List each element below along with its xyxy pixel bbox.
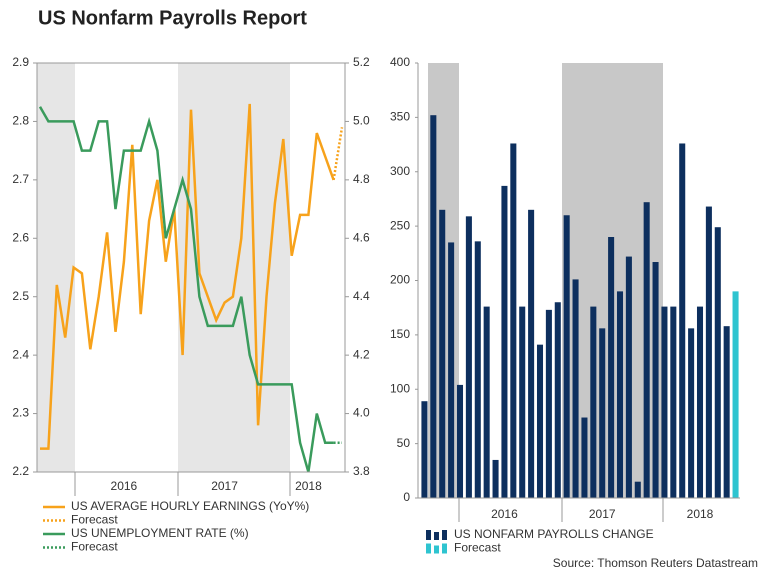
bar: [545, 309, 552, 498]
bar: [554, 302, 561, 498]
y-tick-label: 200: [390, 273, 410, 287]
bar: [661, 306, 668, 498]
y2-tick-label: 4.0: [353, 406, 370, 420]
bar: [456, 384, 464, 498]
bar: [510, 143, 517, 498]
bar: [608, 237, 615, 498]
bar: [670, 306, 677, 498]
y-tick-label: 2.6: [12, 230, 29, 244]
bar: [723, 326, 730, 498]
source-note: Source: Thomson Reuters Datastream: [553, 556, 758, 570]
shaded-period: [178, 63, 290, 472]
bar: [439, 209, 446, 498]
bar: [599, 328, 606, 498]
bar: [448, 242, 455, 498]
y-tick-label: 150: [390, 327, 410, 341]
bar: [625, 256, 632, 498]
x-tick-label: 2016: [111, 479, 138, 493]
y-tick-label: 350: [390, 110, 410, 124]
y-tick-label: 2.8: [12, 114, 29, 128]
legend-label: US UNEMPLOYMENT RATE (%): [71, 526, 249, 540]
legend-swatch: [442, 530, 447, 540]
bar: [688, 328, 695, 498]
legend-label: US AVERAGE HOURLY EARNINGS (YoY%): [71, 499, 309, 513]
y-tick-label: 2.5: [12, 289, 29, 303]
y-tick-label: 400: [390, 55, 410, 69]
legend-label: Forecast: [71, 513, 118, 527]
y-tick-label: 0: [403, 490, 410, 504]
y-tick-label: 50: [397, 436, 411, 450]
bar: [519, 306, 526, 498]
y-tick-label: 2.3: [12, 406, 29, 420]
legend-swatch: [426, 543, 431, 554]
legend-label: Forecast: [71, 540, 118, 554]
bar: [652, 262, 659, 498]
legend-swatch: [434, 545, 439, 554]
bar: [634, 481, 641, 498]
y-tick-label: 2.2: [12, 464, 29, 478]
bar: [483, 306, 490, 498]
data-line: [38, 106, 334, 473]
y2-tick-label: 4.4: [353, 289, 370, 303]
legend-swatch: [426, 530, 431, 540]
bar: [590, 306, 597, 498]
legend-label: Forecast: [454, 541, 501, 555]
x-tick-label: 2017: [589, 507, 616, 521]
bar: [616, 291, 624, 498]
bar: [705, 206, 712, 499]
bar: [643, 202, 650, 498]
x-tick-label: 2018: [687, 507, 714, 521]
y-tick-label: 250: [390, 218, 410, 232]
legend-label: US NONFARM PAYROLLS CHANGE: [454, 527, 654, 541]
y2-tick-label: 4.8: [353, 172, 370, 186]
bar: [474, 241, 481, 498]
bar: [528, 209, 535, 498]
data-line: [332, 127, 344, 181]
bar: [501, 185, 508, 498]
bar: [572, 279, 579, 498]
y2-tick-label: 4.2: [353, 347, 370, 361]
bar: [679, 143, 686, 498]
y2-tick-label: 5.2: [353, 55, 370, 69]
bar: [492, 459, 499, 498]
y-tick-label: 300: [390, 164, 410, 178]
legend-swatch: [434, 532, 439, 540]
bar: [563, 215, 570, 498]
bar: [465, 216, 472, 498]
page-title: US Nonfarm Payrolls Report: [38, 7, 307, 29]
y-tick-label: 2.7: [12, 172, 29, 186]
x-tick-label: 2018: [295, 479, 322, 493]
y2-tick-label: 4.6: [353, 230, 370, 244]
bar: [536, 344, 544, 498]
data-line: [40, 103, 335, 450]
y-tick-label: 2.4: [12, 347, 29, 361]
bar: [714, 227, 721, 498]
x-tick-label: 2016: [491, 507, 518, 521]
x-tick-label: 2017: [211, 479, 238, 493]
y-tick-label: 2.9: [12, 55, 29, 69]
legend-swatch: [442, 543, 447, 554]
bar: [696, 306, 704, 498]
y-tick-label: 100: [390, 381, 410, 395]
bar: [581, 417, 588, 498]
bar: [732, 291, 739, 498]
bar: [421, 401, 428, 498]
y2-tick-label: 3.8: [353, 464, 370, 478]
y2-tick-label: 5.0: [353, 114, 370, 128]
shaded-period: [37, 63, 75, 472]
bar: [430, 115, 437, 498]
